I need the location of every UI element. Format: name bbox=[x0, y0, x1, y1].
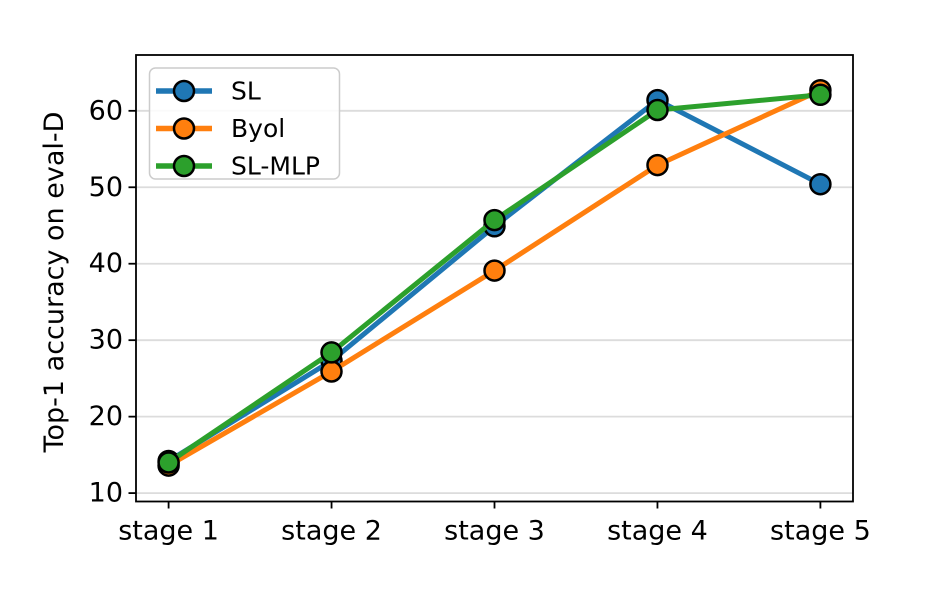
data-point-marker-sl-mlp bbox=[157, 451, 180, 474]
y-tick-label: 40 bbox=[89, 248, 123, 279]
x-tick-label: stage 4 bbox=[607, 516, 708, 547]
legend-box bbox=[148, 67, 341, 180]
legend-item-marker-sl-mlp bbox=[172, 154, 196, 178]
y-tick-label: 20 bbox=[89, 401, 123, 432]
axes-group: 10 20 30 40 50 60 stage 1 stage 2 stage 3 stage 4… bbox=[89, 54, 871, 547]
legend-item-label-byol: Byol bbox=[231, 114, 285, 143]
data-point-marker-sl-mlp bbox=[809, 83, 832, 107]
y-axis-label: Top-1 accuracy on eval-D bbox=[39, 112, 70, 454]
series-group bbox=[157, 78, 832, 477]
data-point-marker-byol bbox=[320, 360, 343, 383]
x-tick-label: stage 5 bbox=[770, 516, 871, 547]
plot-frame bbox=[135, 54, 854, 503]
legend-item-marker-sl bbox=[172, 79, 196, 103]
y-tick-label: 60 bbox=[89, 95, 123, 126]
legend-item-label-sl-mlp: SL-MLP bbox=[231, 152, 320, 181]
data-point-marker-byol bbox=[646, 153, 669, 177]
y-tick-label: 10 bbox=[89, 478, 123, 509]
x-tick-label: stage 2 bbox=[281, 516, 382, 547]
legend-group: SL Byol SL-MLP bbox=[148, 67, 341, 181]
data-point-marker-sl-mlp bbox=[646, 98, 669, 122]
data-point-marker-sl-mlp bbox=[320, 341, 343, 364]
y-tick-label: 30 bbox=[89, 325, 123, 356]
y-tick-label: 50 bbox=[89, 172, 123, 203]
data-point-marker-sl-mlp bbox=[483, 208, 506, 232]
x-tick-label: stage 1 bbox=[118, 516, 219, 547]
data-point-marker-sl bbox=[809, 172, 832, 196]
legend-item-marker-byol bbox=[172, 117, 196, 140]
legend-item-label-sl: SL bbox=[231, 77, 261, 106]
x-tick-label: stage 3 bbox=[444, 516, 545, 547]
data-point-marker-byol bbox=[483, 259, 506, 282]
